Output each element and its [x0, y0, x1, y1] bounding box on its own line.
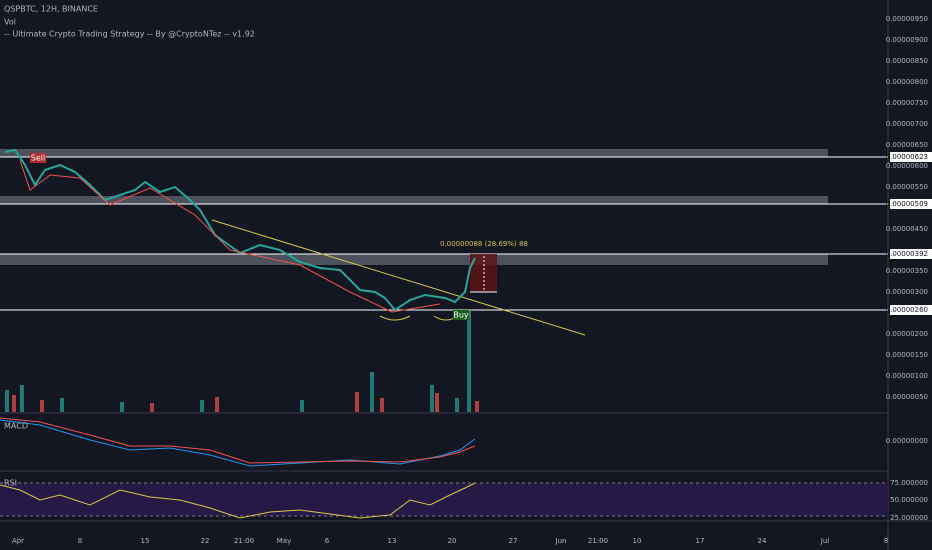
- resistance-zone: [0, 149, 828, 157]
- volume-bars: [12, 392, 479, 412]
- price-marker-label: 0.00000260: [886, 306, 928, 314]
- sell-badge: [30, 153, 46, 163]
- buy-badge: [453, 310, 469, 320]
- price-axis-label: 0.00000550: [886, 183, 928, 191]
- volume-bars: [5, 310, 471, 412]
- price-axis-label: 0.00000200: [886, 330, 928, 338]
- price-axis-label: 0.00000150: [886, 351, 928, 359]
- resistance-zone: [0, 254, 828, 265]
- price-marker-label: 0.00000623: [886, 153, 928, 161]
- signal-line: [0, 417, 476, 464]
- time-axis-label: 27: [509, 537, 518, 545]
- rsi-axis-label: 50.000000: [890, 496, 928, 504]
- time-axis-label: 22: [201, 537, 210, 545]
- price-marker-box: [890, 152, 932, 162]
- sell-label: Sell: [31, 154, 45, 163]
- price-axis-label: 0.00000950: [886, 15, 928, 23]
- price-marker-box: [890, 199, 932, 209]
- rsi-axis-label: 75.000000: [890, 479, 928, 487]
- macd-line: [0, 419, 476, 467]
- price-axis-label: 0.00000650: [886, 141, 928, 149]
- price-axis-label: 0.00000600: [886, 162, 928, 170]
- time-axis-label: 10: [633, 537, 642, 545]
- price-axis-label: 0.00000100: [886, 372, 928, 380]
- price-axis-label: 0.00000450: [886, 225, 928, 233]
- buy-label: Buy: [453, 311, 469, 320]
- macd-axis-label: 0.00000000: [886, 437, 928, 445]
- measure-label: 0.00000088 (28.69%) 88: [440, 240, 528, 248]
- time-axis-label: May: [277, 537, 291, 545]
- rsi-axis-label: 25.000000: [890, 514, 928, 522]
- price-axis-label: 0.00000800: [886, 78, 928, 86]
- price-marker-label: 0.00000392: [886, 250, 928, 258]
- price-line: [4, 148, 476, 312]
- time-axis-label: 8: [78, 537, 82, 545]
- price-axis-label: 0.00000300: [886, 288, 928, 296]
- rsi-line: [0, 482, 476, 519]
- time-axis-label: 15: [141, 537, 150, 545]
- resistance-zone: [0, 196, 828, 204]
- time-axis-label: 17: [696, 537, 705, 545]
- rsi-band: [0, 483, 888, 516]
- time-axis-label: Jul: [820, 537, 830, 545]
- volume-label: Vol: [4, 18, 16, 27]
- price-wicks: [19, 159, 441, 313]
- price-axis-label: 0.00000750: [886, 99, 928, 107]
- time-axis-label: 20: [448, 537, 457, 545]
- time-axis-label: 6: [325, 537, 330, 545]
- price-axis-label: 0.00000850: [886, 57, 928, 65]
- price-axis-label: 0.00000350: [886, 267, 928, 275]
- time-axis-label: Jun: [555, 537, 567, 545]
- time-axis-label: 24: [758, 537, 767, 545]
- symbol-title: QSPBTC, 12H, BINANCE: [4, 5, 98, 14]
- trendline: [211, 219, 586, 336]
- macd-label: MACD: [4, 422, 28, 431]
- price-marker-box: [890, 249, 932, 259]
- time-axis-label: 8: [884, 537, 888, 545]
- price-axis-label: 0.00000050: [886, 393, 928, 401]
- time-axis-label: 21:00: [234, 537, 254, 545]
- price-marker-label: 0.00000509: [886, 200, 928, 208]
- strategy-label: -- Ultimate Crypto Trading Strategy -- B…: [4, 30, 255, 39]
- price-axis-label: 0.00000900: [886, 36, 928, 44]
- price-axis-label: 0.00000700: [886, 120, 928, 128]
- price-marker-box: [890, 305, 932, 315]
- rsi-label: RSI: [4, 479, 17, 488]
- time-axis-label: Apr: [12, 537, 24, 545]
- time-axis-label: 13: [388, 537, 397, 545]
- time-axis-label: 21:00: [588, 537, 608, 545]
